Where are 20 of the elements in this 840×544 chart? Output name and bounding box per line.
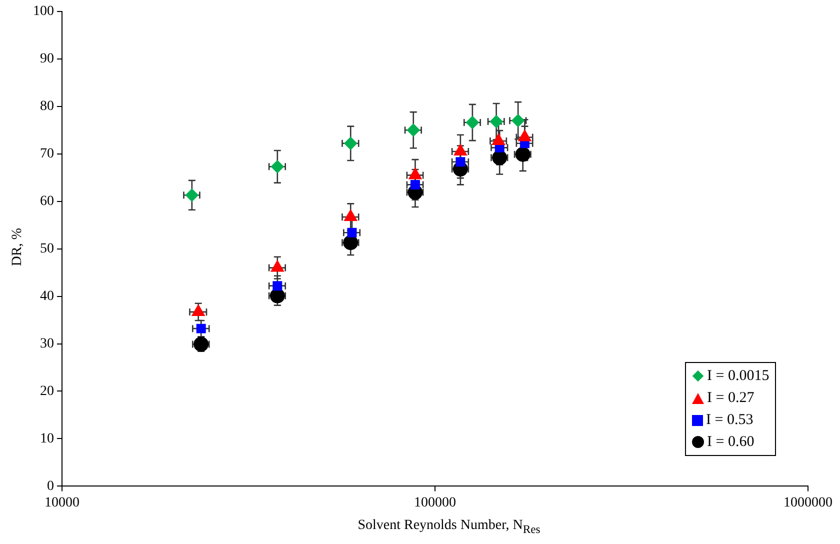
y-tick-label: 20 <box>40 384 54 399</box>
y-tick-label: 50 <box>40 241 54 256</box>
y-axis-title: DR, % <box>10 228 26 266</box>
legend-label: I = 0.0015 <box>707 368 770 385</box>
x-axis-title: Solvent Reynolds Number, N$_{Res}$ <box>356 518 542 536</box>
y-tick-label: 70 <box>40 146 54 162</box>
y-tick-label: 90 <box>40 52 54 67</box>
y-tick-label: 40 <box>40 288 54 304</box>
x-tick-label: 1000000 <box>784 495 832 510</box>
y-tick-label: 30 <box>40 336 54 352</box>
y-tick-label: 0 <box>47 478 54 494</box>
legend-label: I = 0.60 <box>707 434 754 451</box>
x-tick-label: 10000 <box>44 495 80 510</box>
legend-label: I = 0.27 <box>707 390 754 407</box>
legend-label: I = 0.53 <box>706 412 754 429</box>
x-tick-label: 100000 <box>414 495 456 510</box>
y-tick-label: 60 <box>40 194 54 209</box>
y-tick-label: 80 <box>40 99 54 114</box>
y-tick-label: 100 <box>33 4 54 20</box>
y-tick-label: 10 <box>40 431 54 446</box>
